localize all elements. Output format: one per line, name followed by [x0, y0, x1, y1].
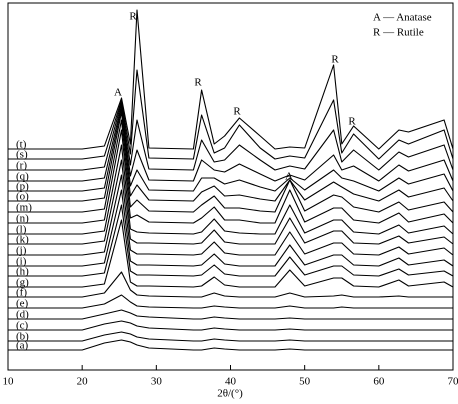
xrd-trace — [8, 309, 453, 320]
series-label: (q) — [16, 171, 29, 183]
peak-annotation: R — [194, 77, 202, 89]
xrd-trace — [8, 107, 454, 192]
xrd-trace — [8, 119, 454, 213]
xrd-trace — [8, 104, 454, 182]
xrd-trace — [8, 69, 454, 160]
series-label: (n) — [16, 213, 29, 225]
xrd-trace — [8, 129, 454, 224]
series-label: (c) — [16, 320, 29, 332]
series-label: (h) — [16, 266, 29, 278]
x-tick-label: 30 — [151, 376, 163, 388]
peak-annotation: R — [348, 116, 356, 128]
peak-annotation: R — [331, 54, 339, 66]
series-label: (r) — [16, 160, 27, 172]
xrd-trace — [8, 101, 454, 171]
peak-annotation: R — [129, 11, 137, 23]
xrd-trace — [8, 159, 454, 245]
xrd-trace — [8, 189, 454, 267]
series-label: (p) — [16, 181, 29, 193]
xrd-trace — [8, 294, 453, 309]
series-label: (d) — [16, 309, 29, 321]
series-label: (g) — [16, 277, 29, 289]
xrd-trace — [8, 331, 453, 342]
series-label: (o) — [16, 191, 29, 203]
x-tick-label: 40 — [225, 376, 237, 388]
series-label: (k) — [16, 234, 29, 246]
series-label: (l) — [16, 224, 27, 236]
x-tick-label: 10 — [3, 376, 15, 388]
peak-annotation: R — [233, 106, 241, 118]
series-label: (j) — [16, 245, 27, 257]
xrd-trace — [8, 9, 454, 150]
series-label: (s) — [16, 149, 28, 161]
xrd-trace — [8, 271, 453, 298]
series-label: (a) — [16, 340, 29, 352]
xrd-trace — [8, 111, 454, 202]
legend-entry: A — Anatase — [373, 12, 432, 24]
x-tick-label: 70 — [448, 376, 458, 388]
x-axis-label: 2θ/(°) — [217, 388, 243, 400]
x-tick-label: 50 — [299, 376, 311, 388]
x-tick-label: 60 — [373, 376, 385, 388]
xrd-trace — [8, 339, 453, 351]
series-label: (t) — [16, 139, 27, 151]
legend-entry: R — Rutile — [373, 27, 424, 39]
series-label: (b) — [16, 331, 29, 343]
xrd-trace — [8, 174, 454, 256]
series-label: (e) — [16, 298, 29, 310]
series-label: (i) — [16, 256, 27, 268]
peak-annotation: A — [114, 87, 122, 99]
xrd-trace — [8, 219, 454, 288]
series-label: (f) — [16, 287, 27, 299]
xrd-trace — [8, 204, 454, 277]
series-label: (m) — [16, 202, 32, 214]
x-tick-label: 20 — [77, 376, 89, 388]
peak-annotation: A — [285, 171, 293, 183]
xrd-trace — [8, 144, 454, 235]
xrd-trace — [8, 320, 453, 331]
